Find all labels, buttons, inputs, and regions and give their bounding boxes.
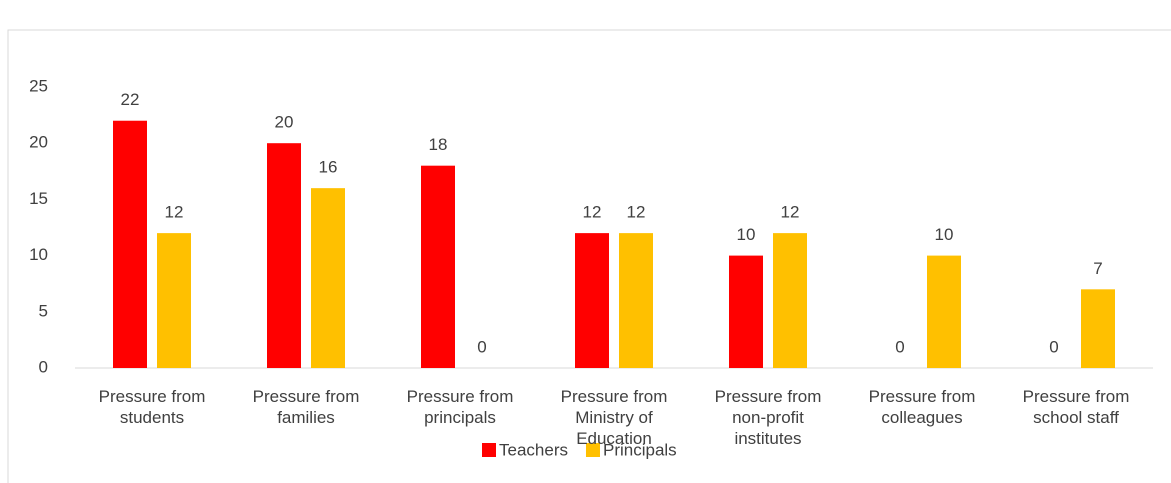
value-label: 12 — [627, 203, 646, 222]
value-label: 22 — [121, 90, 140, 109]
chart-frame — [7, 29, 1171, 483]
y-tick-label: 25 — [29, 76, 48, 95]
bar — [113, 120, 147, 368]
bar — [157, 233, 191, 368]
bar — [1081, 289, 1115, 368]
bar — [619, 233, 653, 368]
value-label: 12 — [165, 203, 184, 222]
y-tick-label: 20 — [29, 133, 48, 152]
value-label: 20 — [275, 113, 294, 132]
x-tick-label: Pressure from Ministry of Education — [560, 387, 668, 448]
value-label: 10 — [935, 225, 954, 244]
bar — [575, 233, 609, 368]
legend-label: Teachers — [499, 440, 568, 459]
bar — [421, 165, 455, 368]
bar — [267, 143, 301, 368]
x-tick-label: Pressure from principals — [406, 387, 514, 427]
x-tick-label: Pressure from school staff — [1022, 387, 1130, 427]
x-tick-label: Pressure from families — [252, 387, 360, 427]
value-label: 16 — [319, 158, 338, 177]
y-tick-label: 10 — [29, 245, 48, 264]
y-tick-label: 0 — [39, 357, 48, 376]
bar — [311, 188, 345, 368]
y-tick-label: 15 — [29, 189, 48, 208]
value-label: 18 — [429, 135, 448, 154]
value-label: 7 — [1093, 259, 1102, 278]
value-label: 0 — [477, 337, 486, 356]
bar — [773, 233, 807, 368]
value-label: 12 — [583, 203, 602, 222]
legend-swatch — [482, 443, 496, 457]
x-tick-label: Pressure from students — [98, 387, 206, 427]
bar — [927, 255, 961, 368]
x-tick-label: Pressure from non-profit institutes — [714, 387, 822, 448]
bar — [729, 255, 763, 368]
value-label: 10 — [737, 225, 756, 244]
value-label: 0 — [895, 337, 904, 356]
value-label: 0 — [1049, 337, 1058, 356]
x-tick-label: Pressure from colleagues — [868, 387, 976, 427]
legend-swatch — [585, 443, 600, 457]
y-tick-label: 5 — [39, 301, 48, 320]
value-label: 12 — [781, 203, 800, 222]
legend-label: Principals — [603, 440, 677, 459]
